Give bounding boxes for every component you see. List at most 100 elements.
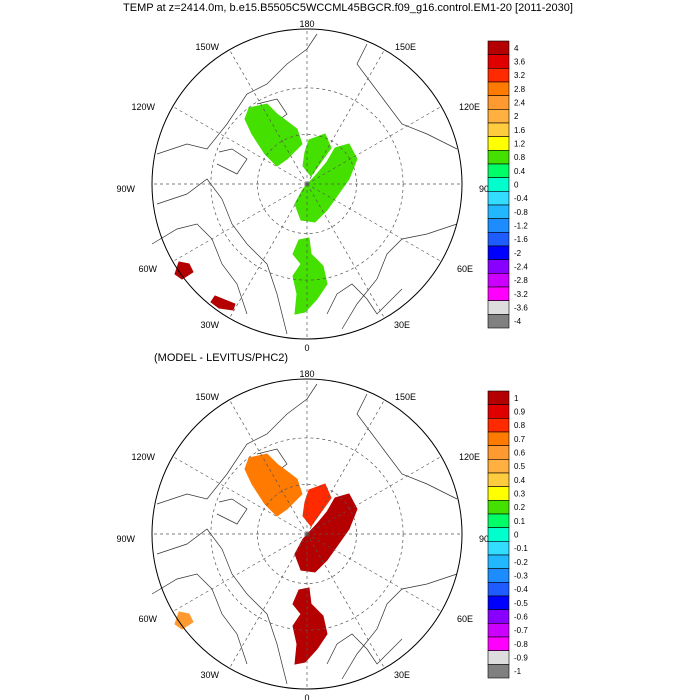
colorbar-swatch <box>488 273 509 287</box>
coastline <box>217 149 247 174</box>
colorbar-swatch <box>488 446 509 460</box>
coastline <box>152 224 247 314</box>
colorbar-swatch <box>488 287 509 301</box>
colorbar-label: 1.2 <box>514 140 526 149</box>
colorbar-label: -0.1 <box>514 544 528 553</box>
colorbar-label: -0.7 <box>514 626 528 635</box>
coastline <box>157 529 287 684</box>
colorbar-swatch <box>488 391 509 405</box>
colorbar-label: -0.9 <box>514 654 528 663</box>
colorbar-label: -0.2 <box>514 558 528 567</box>
colorbar-label: 0.4 <box>514 476 526 485</box>
region-canada-basin <box>245 454 302 516</box>
colorbar-label: 0.8 <box>514 421 526 430</box>
colorbar-label: -1 <box>514 667 522 676</box>
colorbar-swatch <box>488 623 509 637</box>
colorbar-swatch <box>488 137 509 151</box>
colorbar-label: 2.4 <box>514 99 526 108</box>
colorbar-label: 3.6 <box>514 58 526 67</box>
colorbar-label: 3.2 <box>514 71 526 80</box>
colorbar-swatch <box>488 68 509 82</box>
top-panel-title: TEMP at z=2414.0m, b.e15.B5505C5WCCML45B… <box>123 2 573 14</box>
longitude-label: 60E <box>457 264 473 274</box>
colorbar-label: 0.8 <box>514 153 526 162</box>
colorbar-swatch <box>488 610 509 624</box>
colorbar-swatch <box>488 109 509 123</box>
colorbar-label: -1.6 <box>514 235 528 244</box>
colorbar-label: 0.2 <box>514 503 526 512</box>
coastline <box>157 179 287 334</box>
coastline <box>342 224 457 329</box>
top-polar-panel: 180 150E 120E 90E 60E 30E 0 30W 60W 90W 120W 150W <box>116 19 495 353</box>
colorbar-label: -0.8 <box>514 640 528 649</box>
longitude-label: 0 <box>304 343 309 353</box>
longitude-label: 150E <box>395 392 416 402</box>
colorbar-swatch <box>488 123 509 137</box>
colorbar-swatch <box>488 596 509 610</box>
bottom-panel-title: (MODEL - LEVITUS/PHC2) <box>154 352 288 364</box>
meridian-line <box>173 184 307 262</box>
region-labrador-sea <box>175 612 193 629</box>
colorbar-swatch <box>488 569 509 583</box>
longitude-label: 120W <box>131 452 155 462</box>
colorbar-label: 0.7 <box>514 435 526 444</box>
colorbar-label: -3.6 <box>514 304 528 313</box>
colorbar-swatch <box>488 473 509 487</box>
colorbar-swatch <box>488 164 509 178</box>
coastline <box>152 574 247 664</box>
longitude-label: 150E <box>395 42 416 52</box>
region-labrador-sea <box>175 262 193 279</box>
bottom-polar-panel: 180150E120E90E60E30E030W60W90W120W150W <box>116 369 495 700</box>
longitude-label: 30E <box>394 670 410 680</box>
colorbar-swatch <box>488 541 509 555</box>
colorbar-label: -3.2 <box>514 290 528 299</box>
colorbar-swatch <box>488 487 509 501</box>
longitude-label: 90W <box>116 184 135 194</box>
colorbar-swatch <box>488 314 509 328</box>
colorbar-swatch <box>488 41 509 55</box>
colorbar-swatch <box>488 178 509 192</box>
colorbar-label: -0.5 <box>514 599 528 608</box>
coastline <box>342 574 457 679</box>
colorbar-swatch <box>488 260 509 274</box>
coastline <box>357 44 457 149</box>
colorbar-label: 0.4 <box>514 167 526 176</box>
region-canada-basin <box>245 104 302 166</box>
colorbar-label: -0.4 <box>514 194 528 203</box>
colorbar-swatch <box>488 651 509 665</box>
colorbar-swatch <box>488 582 509 596</box>
top-colorbar: 43.63.22.82.421.61.20.80.40-0.4-0.8-1.2-… <box>488 41 528 328</box>
colorbar-label: -2 <box>514 249 522 258</box>
colorbar-label: -0.3 <box>514 572 528 581</box>
colorbar-swatch <box>488 205 509 219</box>
colorbar-swatch <box>488 432 509 446</box>
colorbar-label: 2 <box>514 112 519 121</box>
longitude-label: 180 <box>299 369 314 379</box>
coastline <box>217 499 247 524</box>
region-fram-strait <box>293 588 327 664</box>
colorbar-swatch <box>488 514 509 528</box>
coastline <box>327 284 402 314</box>
colorbar-swatch <box>488 301 509 315</box>
colorbar-label: -0.6 <box>514 613 528 622</box>
colorbar-label: 1.6 <box>514 126 526 135</box>
colorbar-swatch <box>488 664 509 678</box>
longitude-label: 120W <box>131 102 155 112</box>
colorbar-swatch <box>488 219 509 233</box>
colorbar-label: -0.8 <box>514 208 528 217</box>
colorbar-swatch <box>488 191 509 205</box>
coastline <box>327 634 402 664</box>
colorbar-label: 0.9 <box>514 408 526 417</box>
colorbar-swatch <box>488 459 509 473</box>
longitude-label: 30W <box>200 670 219 680</box>
colorbar-label: -2.8 <box>514 276 528 285</box>
colorbar-label: 0.3 <box>514 490 526 499</box>
colorbar-label: 0.5 <box>514 462 526 471</box>
coastline <box>357 394 457 499</box>
longitude-label: 120E <box>459 102 480 112</box>
longitude-label: 30W <box>200 320 219 330</box>
longitude-label: 90W <box>116 534 135 544</box>
colorbar-swatch <box>488 150 509 164</box>
region-fram-strait <box>293 238 327 314</box>
colorbar-swatch <box>488 637 509 651</box>
